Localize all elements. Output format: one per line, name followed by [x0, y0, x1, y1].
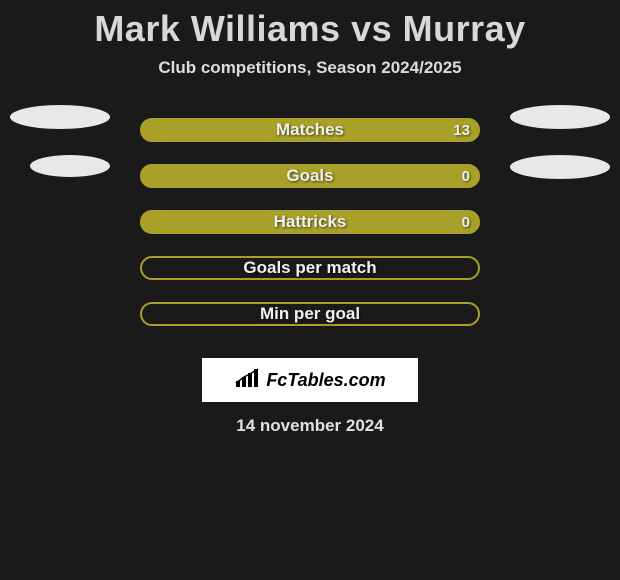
right-ellipse: [510, 105, 610, 129]
right-ellipse: [510, 155, 610, 179]
stat-row: Goals per match: [0, 256, 620, 302]
bars-icon: [234, 367, 262, 394]
bar-track: [140, 210, 480, 234]
stat-row: Goals0: [0, 164, 620, 210]
bar-track: [140, 118, 480, 142]
bar-fill: [140, 164, 480, 188]
bar-fill: [140, 118, 480, 142]
bar-track: [140, 164, 480, 188]
logo-text: FcTables.com: [266, 370, 385, 391]
bar-track: [140, 302, 480, 326]
page-title: Mark Williams vs Murray: [0, 0, 620, 50]
left-ellipse: [30, 155, 110, 177]
bar-fill: [140, 210, 480, 234]
logo-box: FcTables.com: [202, 358, 418, 402]
bar-track: [140, 256, 480, 280]
date-text: 14 november 2024: [0, 416, 620, 436]
left-ellipse: [10, 105, 110, 129]
stat-row: Hattricks0: [0, 210, 620, 256]
subtitle: Club competitions, Season 2024/2025: [0, 58, 620, 78]
stat-row: Min per goal: [0, 302, 620, 348]
comparison-chart: Matches13Goals0Hattricks0Goals per match…: [0, 118, 620, 348]
